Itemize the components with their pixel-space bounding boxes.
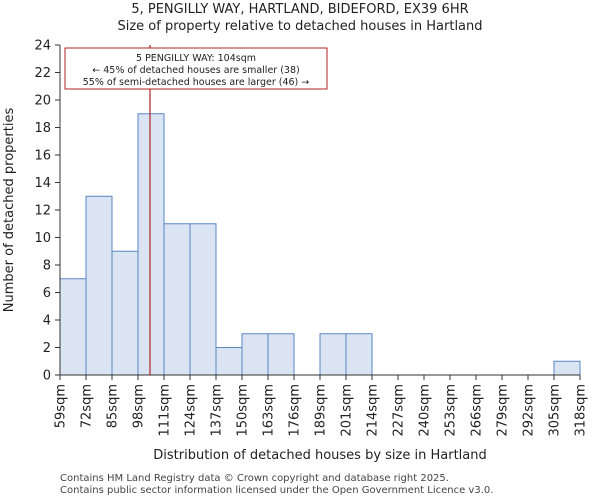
histogram-bar (137, 113, 165, 376)
annotation-line: 55% of semi-detached houses are larger (… (83, 77, 310, 88)
histogram-bar (241, 333, 269, 376)
x-tick-label: 72sqm (80, 384, 95, 428)
y-tick-label: 24 (34, 39, 51, 54)
y-tick-label: 14 (34, 176, 51, 191)
y-tick-label: 10 (34, 231, 51, 246)
x-tick-label: 253sqm (444, 384, 459, 437)
y-tick-label: 2 (43, 341, 51, 356)
x-tick-label: 137sqm (210, 384, 225, 437)
y-tick-label: 4 (43, 314, 51, 329)
annotation-layer: 5 PENGILLY WAY: 104sqm ← 45% of detached… (64, 47, 328, 90)
x-tick-label: 201sqm (340, 384, 355, 437)
y-tick-label: 6 (43, 286, 51, 301)
histogram-bar (319, 333, 347, 376)
x-tick-label: 85sqm (106, 384, 121, 428)
x-tick-label: 59sqm (54, 384, 69, 428)
annotation-box (64, 47, 328, 90)
y-tick-label: 16 (34, 149, 51, 164)
x-tick-label: 176sqm (288, 384, 303, 437)
histogram-bar (85, 195, 113, 376)
y-tick-label: 8 (43, 259, 51, 274)
x-tick-label: 240sqm (418, 384, 433, 437)
histogram-bar (59, 278, 87, 376)
chart-subtitle: Size of property relative to detached ho… (117, 19, 483, 34)
histogram-bar (189, 223, 217, 376)
x-tick-label: 150sqm (236, 384, 251, 437)
x-tick-label: 163sqm (262, 384, 277, 437)
footer-line-1: Contains HM Land Registry data © Crown c… (60, 473, 449, 484)
x-tick-label: 292sqm (522, 384, 537, 437)
x-tick-label: 98sqm (132, 384, 147, 428)
bars-layer (59, 113, 581, 376)
y-axis-label: Number of detached properties (2, 108, 17, 313)
y-tick-label: 20 (34, 94, 51, 109)
x-tick-label: 227sqm (392, 384, 407, 437)
annotation-line: 5 PENGILLY WAY: 104sqm (136, 53, 256, 64)
x-tick-label: 305sqm (548, 384, 563, 437)
histogram-bar (267, 333, 295, 376)
y-tick-label: 0 (43, 369, 51, 384)
histogram-bar (553, 360, 581, 376)
chart-title: 5, PENGILLY WAY, HARTLAND, BIDEFORD, EX3… (131, 2, 469, 17)
footer-line-2: Contains public sector information licen… (60, 485, 494, 496)
x-tick-label: 279sqm (496, 384, 511, 437)
histogram-bar (215, 347, 243, 376)
x-tick-label: 111sqm (158, 384, 173, 437)
annotation-line: ← 45% of detached houses are smaller (38… (92, 65, 299, 76)
histogram-bar (345, 333, 373, 376)
x-axis-label: Distribution of detached houses by size … (153, 448, 486, 463)
x-tick-label: 214sqm (366, 384, 381, 437)
histogram-bar (111, 250, 139, 376)
histogram-bar (163, 223, 191, 376)
x-tick-label: 266sqm (470, 384, 485, 437)
y-tick-label: 12 (34, 204, 51, 219)
x-tick-label: 318sqm (574, 384, 589, 437)
y-tick-label: 22 (34, 66, 51, 81)
y-tick-label: 18 (34, 121, 51, 136)
x-tick-label: 124sqm (184, 384, 199, 437)
x-tick-label: 189sqm (314, 384, 329, 437)
